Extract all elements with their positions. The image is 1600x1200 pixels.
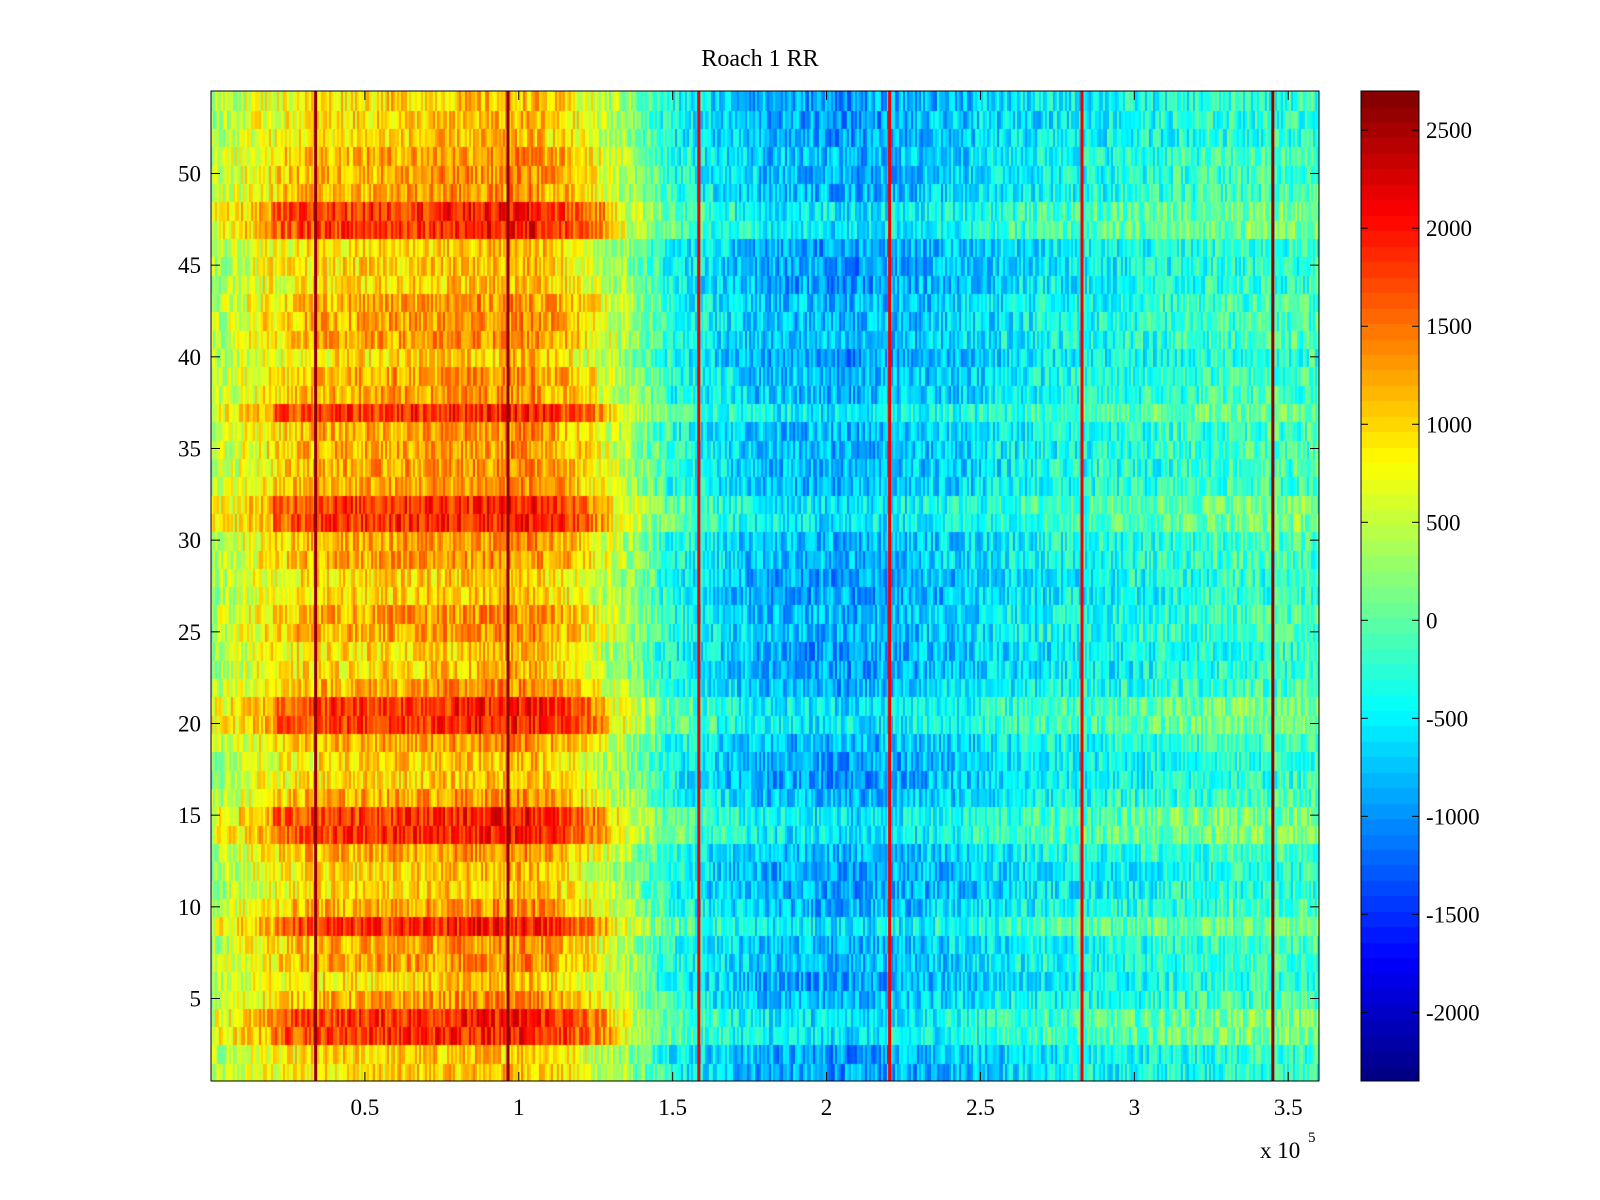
vertical-stripe-4 bbox=[888, 91, 892, 1081]
vertical-stripe-1 bbox=[314, 91, 318, 1081]
y-tick-label-6: 30 bbox=[178, 528, 201, 553]
colorbar-tick-label-8: 1500 bbox=[1426, 314, 1472, 339]
plot-frame bbox=[210, 90, 1320, 1082]
vertical-stripe-2 bbox=[506, 91, 510, 1081]
heatmap-canvas bbox=[211, 91, 1319, 1081]
colorbar-tick-label-7: 1000 bbox=[1426, 412, 1472, 437]
x-tick-label-7: 3.5 bbox=[1274, 1095, 1303, 1120]
y-tick-label-5: 25 bbox=[178, 620, 201, 645]
x-multiplier-exponent: 5 bbox=[1308, 1130, 1316, 1146]
y-tick-label-10: 50 bbox=[178, 162, 201, 187]
colorbar-tick-label-9: 2000 bbox=[1426, 216, 1472, 241]
x-tick-label-4: 2 bbox=[821, 1095, 833, 1120]
x-multiplier-label: x 10 bbox=[1260, 1138, 1300, 1163]
colorbar-tick-label-2: -1500 bbox=[1426, 902, 1480, 927]
colorbar-tick-label-5: 0 bbox=[1426, 608, 1438, 633]
y-tick-label-4: 20 bbox=[178, 712, 201, 737]
heatmap-plot-area bbox=[210, 90, 1320, 1082]
vertical-stripe-3 bbox=[697, 91, 701, 1081]
colorbar-tick-label-1: -2000 bbox=[1426, 1000, 1480, 1025]
chart-title: Roach 1 RR bbox=[701, 46, 818, 72]
y-tick-label-2: 10 bbox=[178, 895, 201, 920]
colorbar-ticks: -2000 -1500 -1000 -500 0 500 1000 1500 2000 2500 bbox=[1361, 118, 1480, 1025]
colorbar: -2000 -1500 -1000 -500 0 500 1000 1500 2000 2500 bbox=[1360, 90, 1480, 1082]
vertical-stripe-6 bbox=[1271, 91, 1275, 1081]
vertical-stripes bbox=[314, 91, 1275, 1081]
y-axis: 5 10 15 20 25 30 35 40 45 50 bbox=[178, 162, 1319, 1012]
y-tick-label-9: 45 bbox=[178, 253, 201, 278]
colorbar-canvas bbox=[1361, 91, 1419, 1081]
x-axis: 0.5 1 1.5 2 2.5 3 3.5 bbox=[351, 91, 1303, 1120]
vertical-stripe-5 bbox=[1080, 91, 1084, 1081]
x-tick-label-6: 3 bbox=[1129, 1095, 1141, 1120]
colorbar-tick-label-6: 500 bbox=[1426, 510, 1461, 535]
x-tick-label-1: 0.5 bbox=[351, 1095, 380, 1120]
x-tick-label-2: 1 bbox=[513, 1095, 525, 1120]
x-tick-label-5: 2.5 bbox=[966, 1095, 995, 1120]
y-tick-label-3: 15 bbox=[178, 803, 201, 828]
x-axis-multiplier: x 10 5 bbox=[1260, 1130, 1316, 1163]
colorbar-frame bbox=[1360, 90, 1420, 1082]
colorbar-tick-label-10: 2500 bbox=[1426, 118, 1472, 143]
y-tick-label-8: 40 bbox=[178, 345, 201, 370]
x-tick-label-3: 1.5 bbox=[658, 1095, 687, 1120]
colorbar-tick-label-4: -500 bbox=[1426, 706, 1468, 731]
y-tick-label-7: 35 bbox=[178, 437, 201, 462]
colorbar-tick-label-3: -1000 bbox=[1426, 804, 1480, 829]
y-tick-label-1: 5 bbox=[190, 987, 202, 1012]
